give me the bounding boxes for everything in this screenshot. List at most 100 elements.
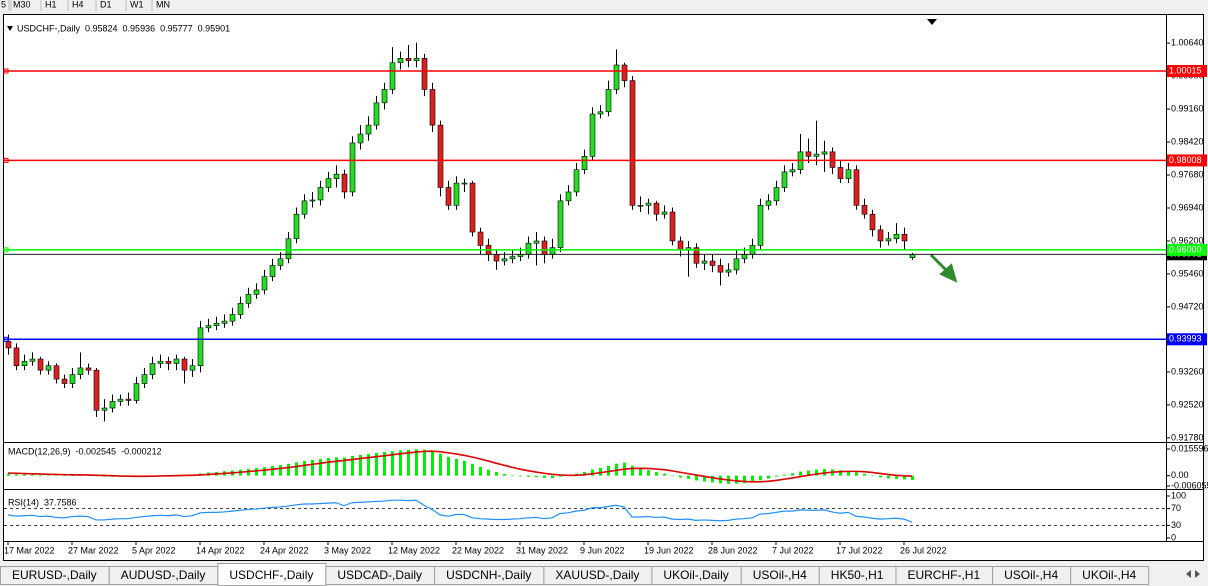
candle-body bbox=[285, 238, 292, 260]
candle-body bbox=[437, 124, 444, 188]
tab-label[interactable]: UKOil-,H4 bbox=[1082, 568, 1136, 582]
candle-body bbox=[717, 265, 724, 273]
candle-body bbox=[189, 365, 196, 371]
macd-bar bbox=[423, 449, 426, 476]
x-tick-label: 28 Jun 2022 bbox=[708, 545, 758, 555]
macd-bar bbox=[551, 475, 554, 479]
level-marker bbox=[3, 157, 9, 163]
tab-label[interactable]: USOil-,H4 bbox=[1004, 568, 1058, 582]
candle-body bbox=[709, 260, 716, 266]
candle-body bbox=[237, 303, 244, 315]
x-tick-label: 31 May 2022 bbox=[516, 545, 568, 555]
tab-label[interactable]: AUDUSD-,Daily bbox=[121, 568, 206, 582]
candle-body bbox=[853, 169, 860, 206]
timeframe-button[interactable]: 5 bbox=[1, 0, 6, 9]
tab-label[interactable]: XAUUSD-,Daily bbox=[555, 568, 639, 582]
macd-bar bbox=[487, 469, 490, 476]
x-tick-label: 7 Jul 2022 bbox=[772, 545, 814, 555]
candle-body bbox=[821, 151, 828, 155]
candle-body bbox=[765, 200, 772, 206]
tab-label[interactable]: EURUSD-,Daily bbox=[12, 568, 97, 582]
candle-body bbox=[349, 142, 356, 193]
candle-body bbox=[445, 187, 452, 206]
macd-bar bbox=[511, 475, 514, 476]
legend-text: USDCHF-,Daily bbox=[17, 23, 81, 33]
tab-scroll-arrows[interactable] bbox=[1186, 570, 1200, 578]
tab-label[interactable]: USOil-,H4 bbox=[753, 568, 807, 582]
price-label-bg bbox=[1167, 243, 1207, 256]
macd-bar bbox=[735, 475, 738, 484]
macd-bar bbox=[863, 473, 866, 476]
macd-bar bbox=[855, 472, 858, 476]
candle-body bbox=[741, 254, 748, 260]
candle-body bbox=[877, 229, 884, 242]
y-tick-label: 0 bbox=[1171, 532, 1176, 542]
candle-body bbox=[77, 367, 84, 375]
candle-body bbox=[533, 240, 540, 244]
macd-bar bbox=[471, 463, 474, 476]
y-tick-label: 0.96200 bbox=[1171, 235, 1204, 245]
candle-body bbox=[373, 102, 380, 126]
timeframe-button[interactable]: M30 bbox=[13, 0, 31, 9]
price-label-bg bbox=[1167, 154, 1207, 167]
candle-body bbox=[557, 200, 564, 248]
tab-label[interactable]: USDCHF-,Daily bbox=[229, 568, 313, 582]
tab-label[interactable]: EURCHF-,H1 bbox=[907, 568, 980, 582]
candle-body bbox=[317, 187, 324, 201]
candle-body bbox=[429, 89, 436, 126]
candle-body bbox=[493, 254, 500, 262]
tab-label[interactable]: USDCNH-,Daily bbox=[446, 568, 531, 582]
chart-window bbox=[3, 14, 1204, 561]
legend-text: -0.000212 bbox=[121, 446, 162, 456]
candle-body bbox=[85, 367, 92, 371]
candle-body bbox=[29, 358, 36, 362]
x-tick-label: 17 Mar 2022 bbox=[4, 545, 55, 555]
candle-body bbox=[901, 233, 908, 242]
macd-bar bbox=[647, 470, 650, 476]
tab-label[interactable]: UKOil-,Daily bbox=[663, 568, 728, 582]
candle-body bbox=[677, 240, 684, 251]
chart-shift-marker bbox=[927, 19, 937, 25]
macd-bar bbox=[399, 450, 402, 476]
candle-body bbox=[197, 327, 204, 367]
legend-text: 0.95777 bbox=[160, 23, 193, 33]
legend-text: 0.95824 bbox=[85, 23, 118, 33]
timeframe-button[interactable]: W1 bbox=[130, 0, 144, 9]
candle-body bbox=[325, 178, 332, 188]
x-tick-label: 27 Mar 2022 bbox=[68, 545, 119, 555]
candle-body bbox=[173, 358, 180, 364]
tab-label[interactable]: USDCAD-,Daily bbox=[337, 568, 422, 582]
y-tick-label: 0.96940 bbox=[1171, 202, 1204, 212]
level-marker bbox=[3, 336, 9, 342]
candle-body bbox=[293, 213, 300, 240]
y-tick-label: 0.91780 bbox=[1171, 432, 1204, 442]
tab[interactable] bbox=[1070, 566, 1150, 585]
timeframe-button[interactable]: D1 bbox=[100, 0, 112, 9]
price-label-bg bbox=[1167, 333, 1207, 346]
macd-bar bbox=[495, 472, 498, 476]
candle-body bbox=[421, 58, 428, 90]
macd-bar bbox=[343, 457, 346, 476]
x-tick-label: 17 Jul 2022 bbox=[836, 545, 883, 555]
x-tick-label: 12 May 2022 bbox=[388, 545, 440, 555]
macd-bar bbox=[847, 470, 850, 476]
candle-body bbox=[253, 289, 260, 295]
candle-body bbox=[301, 200, 308, 215]
candle-body bbox=[637, 205, 644, 207]
timeframe-button[interactable]: H1 bbox=[45, 0, 57, 9]
candle-body bbox=[613, 64, 620, 90]
macd-bar bbox=[31, 474, 34, 476]
price-label: 1.00015 bbox=[1169, 65, 1202, 75]
candle-body bbox=[669, 211, 676, 242]
y-tick-label: 100 bbox=[1171, 490, 1186, 500]
x-tick-label: 3 May 2022 bbox=[324, 545, 371, 555]
timeframe-button[interactable]: MN bbox=[156, 0, 170, 9]
candle-body bbox=[357, 133, 364, 144]
timeframe-button[interactable]: H4 bbox=[72, 0, 84, 9]
macd-bar bbox=[47, 475, 50, 476]
legend-text: 37.7586 bbox=[44, 497, 77, 507]
level-marker bbox=[3, 247, 9, 253]
macd-bar bbox=[71, 475, 74, 476]
candle-body bbox=[781, 171, 788, 188]
tab-label[interactable]: HK50-,H1 bbox=[831, 568, 884, 582]
